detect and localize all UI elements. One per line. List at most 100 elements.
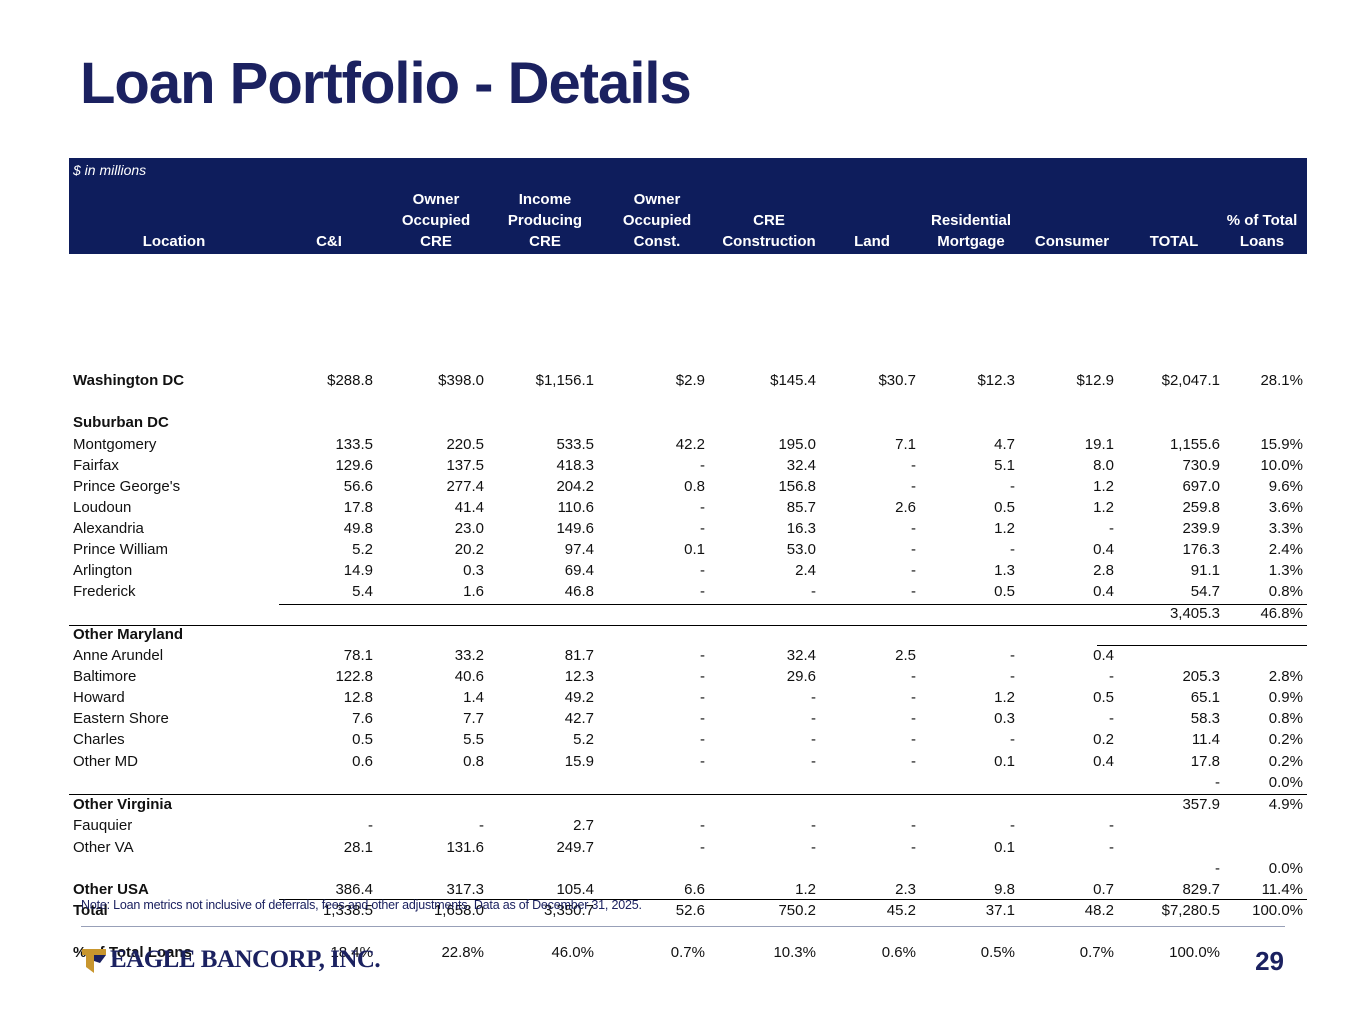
column-header-location: Location (142, 233, 206, 250)
cell-land: 2.3 (895, 881, 916, 898)
table-row: Fairfax 129.6 137.5 418.3 - 32.4 - 5.1 8.0 730.9 1… (69, 455, 1307, 476)
cell-occ_cre: 22.8% (441, 944, 484, 961)
cell-consumer: $12.9 (1076, 372, 1114, 389)
cell-res_mort: 0.5% (980, 944, 1015, 961)
cell-ci: $288.8 (327, 372, 373, 389)
footnote: Note: Loan metrics not inclusive of defe… (81, 898, 642, 912)
cell-total: - (1215, 860, 1220, 877)
cell-total: 1,155.6 (1169, 436, 1220, 453)
cell-occ_const: - (700, 457, 705, 474)
table-row: Frederick 5.4 1.6 46.8 - - - 0.5 0.4 54.7 0.8% (69, 581, 1307, 602)
row-label: Arlington (73, 562, 133, 579)
cell-cre_const: 32.4 (786, 457, 816, 474)
cell-pct: 2.8% (1268, 668, 1303, 685)
cell-inc_cre: 105.4 (556, 881, 594, 898)
table-row: Other USA 386.4 317.3 105.4 6.6 1.2 2.3 9.8 0.7 8… (69, 879, 1307, 900)
cell-consumer: - (1109, 520, 1114, 537)
table-row: Baltimore 122.8 40.6 12.3 - 29.6 - - - 205.3 2.8% (69, 666, 1307, 687)
row-label: Total (73, 902, 108, 919)
cell-res_mort: 1.3 (994, 562, 1015, 579)
cell-pct: 28.1% (1260, 372, 1303, 389)
cell-res_mort: 0.1 (994, 839, 1015, 856)
row-label: Charles (73, 731, 125, 748)
cell-cre_const: - (811, 753, 816, 770)
column-header-occ_cre: Owner Occupied CRE (401, 191, 471, 250)
cell-ci: 12.8 (343, 689, 373, 706)
cell-inc_cre: 204.2 (556, 478, 594, 495)
row-label: Prince William (73, 541, 169, 558)
cell-occ_const: 0.7% (670, 944, 705, 961)
cell-consumer: 2.8 (1093, 562, 1114, 579)
cell-occ_const: - (700, 839, 705, 856)
cell-cre_const: 156.8 (778, 478, 816, 495)
cell-land: - (911, 562, 916, 579)
row-label: Alexandria (73, 520, 144, 537)
row-label: Fauquier (73, 817, 133, 834)
row-label: Loudoun (73, 499, 132, 516)
cell-land: - (911, 541, 916, 558)
cell-res_mort: - (1010, 731, 1015, 748)
cell-total: 54.7 (1190, 583, 1220, 600)
table-rule (279, 899, 1307, 900)
cell-inc_cre: 533.5 (556, 436, 594, 453)
unit-label: $ in millions (73, 162, 147, 178)
table-row: - 0.0% (69, 858, 1307, 879)
page-number: 29 (1255, 946, 1284, 976)
cell-land: - (911, 457, 916, 474)
cell-pct: 0.8% (1268, 710, 1303, 727)
cell-pct: 0.0% (1268, 774, 1303, 791)
cell-cre_const: - (811, 731, 816, 748)
row-label: Other Virginia (73, 796, 172, 813)
cell-cre_const: 1.2 (795, 881, 816, 898)
cell-pct: 4.9% (1268, 796, 1303, 813)
cell-land: - (911, 710, 916, 727)
loan-portfolio-table: $ in millions Location C&I Owner Occupied … (69, 158, 1307, 961)
cell-inc_cre: 69.4 (564, 562, 594, 579)
cell-land: 2.6 (895, 499, 916, 516)
cell-land: $30.7 (878, 372, 916, 389)
cell-pct: 3.6% (1268, 499, 1303, 516)
cell-land: 45.2 (886, 902, 916, 919)
cell-inc_cre: 2.7 (573, 817, 594, 834)
cell-total: 17.8 (1190, 753, 1220, 770)
cell-cre_const: - (811, 817, 816, 834)
row-label: Eastern Shore (73, 710, 169, 727)
table-row: Suburban DC (69, 412, 1307, 433)
cell-consumer: 0.4 (1093, 753, 1114, 770)
table-row: Other MD 0.6 0.8 15.9 - - - 0.1 0.4 17.8 0.2% (69, 751, 1307, 772)
column-header-ci: C&I (316, 233, 342, 250)
table-row: Alexandria 49.8 23.0 149.6 - 16.3 - 1.2 - 239.9 3.… (69, 518, 1307, 539)
row-label: Other Maryland (73, 626, 184, 643)
cell-ci: 5.2 (352, 541, 373, 558)
cell-land: 2.5 (895, 647, 916, 664)
cell-inc_cre: 49.2 (564, 689, 594, 706)
page-title: Loan Portfolio - Details (80, 51, 692, 116)
cell-occ_cre: - (479, 817, 484, 834)
cell-ci: 0.5 (352, 731, 373, 748)
cell-pct: 2.4% (1268, 541, 1303, 558)
table-row: % of Total Loans 18.4% 22.8% 46.0% 0.7% 10.3%… (69, 942, 1307, 963)
cell-occ_cre: 33.2 (454, 647, 484, 664)
cell-land: - (911, 478, 916, 495)
cell-cre_const: 195.0 (778, 436, 816, 453)
table-row: Loudoun 17.8 41.4 110.6 - 85.7 2.6 0.5 1.2 259.8 3… (69, 497, 1307, 518)
cell-res_mort: 9.8 (994, 881, 1015, 898)
cell-ci: 0.6 (352, 753, 373, 770)
cell-pct: 46.8% (1260, 605, 1303, 622)
cell-res_mort: 37.1 (985, 902, 1015, 919)
cell-occ_const: - (700, 731, 705, 748)
cell-occ_const: - (700, 562, 705, 579)
cell-total: 829.7 (1182, 881, 1220, 898)
cell-land: 0.6% (881, 944, 916, 961)
cell-cre_const: - (811, 583, 816, 600)
table-row: Prince William 5.2 20.2 97.4 0.1 53.0 - - 0.4 176… (69, 539, 1307, 560)
cell-consumer: 8.0 (1093, 457, 1114, 474)
cell-cre_const: - (811, 710, 816, 727)
cell-occ_const: - (700, 520, 705, 537)
cell-land: 7.1 (895, 436, 916, 453)
row-label: Other USA (73, 881, 149, 898)
cell-res_mort: 0.5 (994, 499, 1015, 516)
cell-res_mort: 4.7 (994, 436, 1015, 453)
row-label: Baltimore (73, 668, 137, 685)
cell-occ_const: - (700, 817, 705, 834)
